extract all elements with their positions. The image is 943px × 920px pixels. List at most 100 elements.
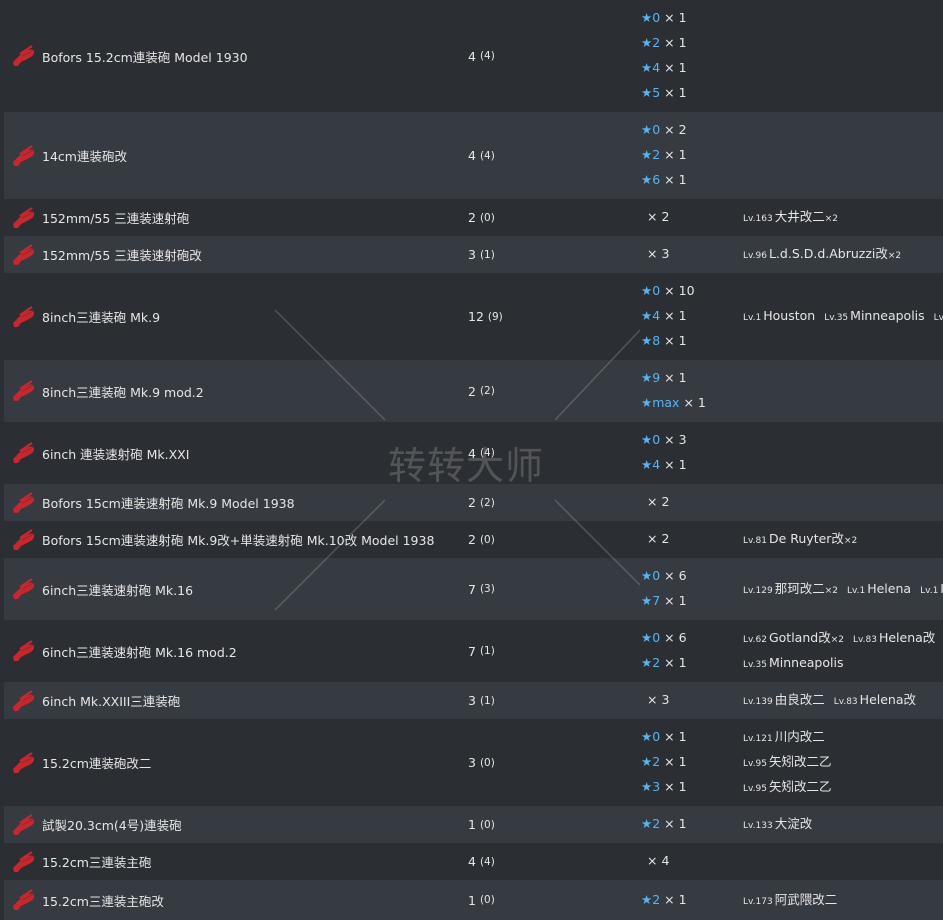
ship-count: ×2 (843, 536, 858, 547)
ship-line: Lv.133 大淀改 (743, 812, 821, 837)
gun-icon (13, 442, 35, 463)
star-line: ★9 × 1 (641, 366, 706, 391)
star-count: × 1 (664, 147, 687, 163)
ship-level: Lv.83 (833, 697, 858, 708)
equipment-name: 15.2cm連装砲改二 (42, 756, 152, 771)
ship-level: Lv.81 (743, 536, 767, 547)
owned-count: (4) (479, 149, 495, 162)
star-line: ★0 × 2 (641, 118, 687, 143)
ship-name: Minneapolis (850, 308, 925, 324)
ships-cell: Lv.62 Gotland改×2 Lv.83 Helena改 Lv.35 Minneapo… (743, 620, 943, 682)
table-row: 8inch三連装砲 Mk.9 mod.2 2 (2) ★9 × 1 ★max × 1 (4, 360, 943, 422)
ship-level: Lv.95 (743, 783, 767, 794)
equipment-name: 8inch三連装砲 Mk.9 mod.2 (42, 384, 204, 400)
ship: Lv.96 L.d.S.D.d.Abruzzi改×2 (743, 246, 901, 261)
star-line: ★3 × 1 (641, 775, 687, 800)
ships-cell: Lv.133 大淀改 (743, 806, 821, 843)
star-level: ★6 (641, 171, 661, 187)
owned-count: (9) (487, 310, 503, 323)
ship-level: Lv.1 (933, 313, 943, 324)
ship-count: ×2 (830, 635, 844, 646)
owned-count: (3) (479, 583, 495, 595)
table-row: 14cm連装砲改 4 (4) ★0 × 2 ★2 × 1 ★6 × 1 (4, 112, 943, 199)
star-line: ★8 × 1 (641, 329, 695, 354)
star-line: ★0 × 6 (641, 626, 687, 651)
count-cell: 4 (4) (468, 843, 495, 880)
gun-icon (13, 889, 35, 910)
ship-line: Lv.173 阿武隈改二 (743, 888, 846, 913)
name-cell: 152mm/55 三連装速射砲 (13, 199, 189, 236)
ship-line: Lv.139 由良改二 Lv.83 Helena改 (743, 688, 925, 713)
ship-name: I (940, 580, 943, 596)
ship-name: Houston (763, 308, 816, 324)
star-count: × 1 (664, 171, 687, 187)
ship-name: 大井改二 (774, 209, 825, 225)
stars-cell: ★0 × 10 ★4 × 1 ★8 × 1 (641, 273, 695, 360)
gun-icon (13, 380, 35, 401)
owned-count: (0) (479, 894, 495, 906)
count: 2 (468, 210, 476, 225)
star-line: × 3 (641, 242, 669, 267)
star-level: ★4 (641, 457, 661, 472)
ship-line: Lv.121 川内改二 (743, 725, 840, 750)
star-line: ★2 × 1 (641, 143, 687, 168)
count: 4 (468, 48, 476, 64)
ship-name: Helena (867, 580, 912, 596)
table-row: 6inch三連装速射砲 Mk.16 mod.2 7 (1) ★0 × 6 ★2 × 1 Lv.… (4, 620, 943, 682)
star-count: × 1 (664, 593, 687, 608)
equipment-name: 6inch三連装速射砲 Mk.16 mod.2 (42, 644, 237, 660)
owned-count: (1) (479, 248, 495, 261)
ship-level: Lv.163 (743, 214, 773, 225)
gun-icon (13, 640, 35, 661)
table-row: 6inch三連装速射砲 Mk.16 7 (3) ★0 × 6 ★7 × 1 Lv.129 那珂改… (4, 558, 943, 620)
count-cell: 3 (1) (468, 682, 495, 719)
count: 12 (468, 309, 484, 324)
star-line: × 2 (641, 490, 669, 515)
ship-line: Lv.96 L.d.S.D.d.Abruzzi改×2 (743, 242, 910, 267)
star-count: × 6 (664, 568, 687, 584)
gun-icon (13, 689, 35, 711)
count: 4 (468, 148, 476, 163)
ship-name: 大淀改 (774, 816, 813, 832)
star-level: ★5 (641, 84, 661, 100)
star-count: × 1 (664, 457, 687, 472)
ship: Lv.35 Minneapolis (824, 308, 924, 323)
gun-icon (13, 528, 35, 550)
ship-level: Lv.1 (920, 585, 939, 596)
table-row: 試製20.3cm(4号)連装砲 1 (0) ★2 × 1 Lv.133 大淀改 (4, 806, 943, 843)
star-level: ★0 (641, 10, 661, 26)
ship-name: 阿武隈改二 (774, 891, 838, 907)
stars-cell: × 2 (641, 199, 669, 236)
name-cell: 15.2cm三連装主砲 (13, 843, 151, 880)
star-line: × 2 (641, 527, 669, 552)
owned-count: (0) (479, 211, 495, 224)
ship: Lv.1 Houston (743, 308, 815, 323)
count-cell: 2 (2) (468, 484, 495, 521)
owned-count: (4) (479, 447, 495, 459)
stars-cell: × 4 (641, 843, 669, 880)
equipment-name: Bofors 15cm連装速射砲 Mk.9 Model 1938 (42, 496, 295, 511)
count: 7 (468, 581, 476, 597)
ship: Lv.35 Minneapolis (743, 655, 843, 670)
ship-level: Lv.96 (743, 251, 767, 262)
ship-name: Gotland改 (768, 630, 831, 646)
owned-count: (2) (479, 496, 495, 509)
stars-cell: ★0 × 6 ★2 × 1 (641, 620, 687, 682)
count: 7 (468, 643, 476, 659)
star-count: × 1 (664, 84, 687, 100)
ship-level: Lv.95 (743, 759, 767, 770)
ships-cell: Lv.163 大井改二×2 (743, 199, 847, 236)
star-count: × 1 (664, 308, 687, 324)
name-cell: 15.2cm三連装主砲改 (13, 880, 164, 920)
stars-cell: × 2 (641, 521, 669, 558)
ship-line: Lv.129 那珂改二×2 Lv.1 Helena Lv.1 I (743, 577, 943, 602)
star-line: ★4 × 1 (641, 453, 687, 478)
ship-line: Lv.81 De Ruyter改×2 (743, 527, 866, 552)
count-cell: 7 (3) (468, 558, 495, 620)
count-cell: 2 (0) (468, 521, 495, 558)
equipment-name: 試製20.3cm(4号)連装砲 (42, 818, 182, 833)
owned-count: (0) (479, 756, 495, 769)
ship-line: Lv.163 大井改二×2 (743, 205, 847, 230)
ship: Lv.163 大井改二×2 (743, 209, 838, 224)
